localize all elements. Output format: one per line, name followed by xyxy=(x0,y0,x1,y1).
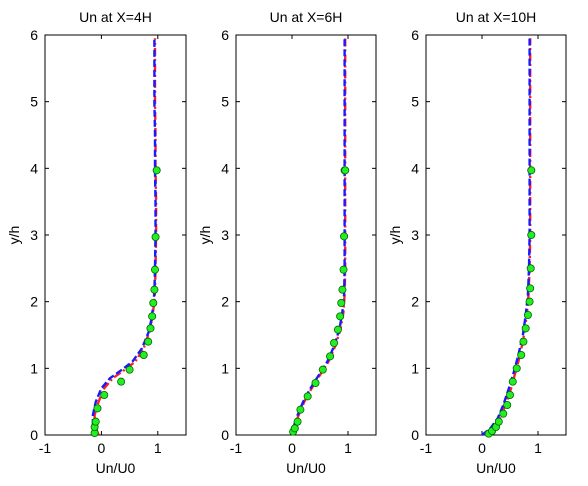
plot-frame xyxy=(425,34,567,436)
y-tick-label: 2 xyxy=(30,294,38,310)
plot-frame xyxy=(235,34,377,436)
data-point xyxy=(296,405,305,414)
data-point xyxy=(339,265,348,274)
data-point xyxy=(340,232,349,241)
series-line-blue xyxy=(91,38,157,436)
y-tick-label: 0 xyxy=(221,427,229,443)
data-point xyxy=(521,324,530,333)
chart-title: Un at X=4H xyxy=(79,9,152,25)
data-point xyxy=(527,166,536,175)
data-point xyxy=(318,365,327,374)
data-point xyxy=(152,166,161,175)
data-point xyxy=(139,350,148,359)
x-axis-label: Un/U0 xyxy=(476,460,516,476)
y-tick-label: 3 xyxy=(30,227,38,243)
y-tick-label: 5 xyxy=(221,94,229,110)
y-tick-label: 1 xyxy=(411,360,419,376)
x-axis-label: Un/U0 xyxy=(96,460,136,476)
data-point xyxy=(311,378,320,387)
data-point xyxy=(523,310,532,319)
x-tick-label: 1 xyxy=(534,440,542,456)
y-tick-label: 3 xyxy=(221,227,229,243)
data-point xyxy=(326,352,335,361)
x-tick-label: 1 xyxy=(344,440,352,456)
data-point xyxy=(336,312,345,321)
data-point xyxy=(494,417,503,426)
x-tick-label: 0 xyxy=(478,440,486,456)
data-point xyxy=(337,298,346,307)
x-tick-label: -1 xyxy=(230,440,243,456)
y-tick-label: 0 xyxy=(30,427,38,443)
y-tick-label: 2 xyxy=(411,294,419,310)
x-tick-label: -1 xyxy=(420,440,433,456)
data-point xyxy=(527,230,536,239)
y-tick-label: 5 xyxy=(30,94,38,110)
data-point xyxy=(525,297,534,306)
chart-title: Un at X=10H xyxy=(456,9,537,25)
data-point xyxy=(117,377,126,386)
data-point xyxy=(526,264,535,273)
data-point xyxy=(125,365,134,374)
data-point xyxy=(517,350,526,359)
x-tick-label: -1 xyxy=(39,440,52,456)
y-tick-label: 3 xyxy=(411,227,419,243)
y-tick-label: 2 xyxy=(221,294,229,310)
data-point xyxy=(148,312,157,321)
series-line-blue xyxy=(481,38,531,436)
data-point xyxy=(519,337,528,346)
data-point xyxy=(150,285,159,294)
y-axis-label: y/h xyxy=(6,226,22,245)
y-tick-label: 1 xyxy=(221,360,229,376)
y-tick-label: 4 xyxy=(411,160,419,176)
data-point xyxy=(100,390,109,399)
data-point xyxy=(290,424,299,433)
data-point xyxy=(303,392,312,401)
y-tick-label: 6 xyxy=(221,27,229,43)
plot-frame xyxy=(44,34,187,436)
y-axis-label: y/h xyxy=(387,226,403,245)
y-tick-label: 4 xyxy=(221,160,229,176)
data-point xyxy=(341,166,350,175)
data-point xyxy=(149,298,158,307)
chart-title: Un at X=6H xyxy=(270,9,343,25)
data-point xyxy=(293,417,302,426)
data-point xyxy=(91,417,100,426)
data-point xyxy=(329,338,338,347)
data-point xyxy=(338,285,347,294)
x-axis-label: Un/U0 xyxy=(286,460,326,476)
data-point xyxy=(503,400,512,409)
y-tick-label: 1 xyxy=(30,360,38,376)
data-point xyxy=(512,364,521,373)
data-point xyxy=(508,377,517,386)
data-point xyxy=(333,325,342,334)
x-tick-label: 0 xyxy=(98,440,106,456)
y-tick-label: 6 xyxy=(411,27,419,43)
data-point xyxy=(526,284,535,293)
data-point xyxy=(151,232,160,241)
data-point xyxy=(93,404,102,413)
data-point xyxy=(150,265,159,274)
y-tick-label: 5 xyxy=(411,94,419,110)
data-point xyxy=(499,409,508,418)
data-point xyxy=(146,324,155,333)
y-tick-label: 0 xyxy=(411,427,419,443)
data-point xyxy=(144,337,153,346)
x-tick-label: 1 xyxy=(154,440,162,456)
y-tick-label: 6 xyxy=(30,27,38,43)
data-point xyxy=(505,390,514,399)
y-tick-label: 4 xyxy=(30,160,38,176)
y-axis-label: y/h xyxy=(197,226,213,245)
x-tick-label: 0 xyxy=(288,440,296,456)
